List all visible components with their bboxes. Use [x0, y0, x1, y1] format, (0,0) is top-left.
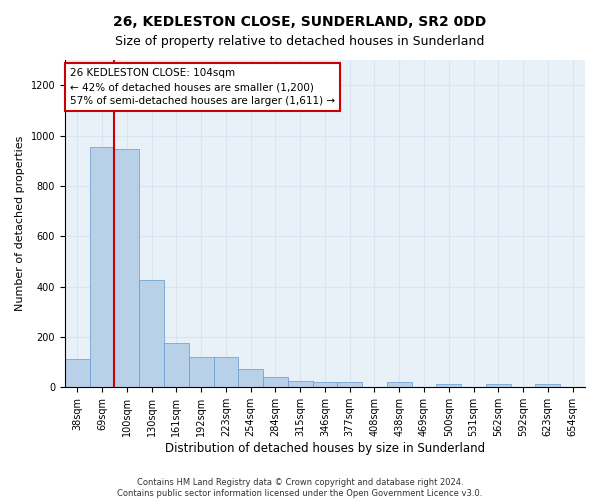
Bar [263, 378, 288, 388]
Text: 26 KEDLESTON CLOSE: 104sqm
← 42% of detached houses are smaller (1,200)
57% of s: 26 KEDLESTON CLOSE: 104sqm ← 42% of deta… [70, 68, 335, 106]
Bar [214, 357, 238, 388]
Bar [535, 384, 560, 388]
Text: Size of property relative to detached houses in Sunderland: Size of property relative to detached ho… [115, 35, 485, 48]
Y-axis label: Number of detached properties: Number of detached properties [15, 136, 25, 312]
Bar [313, 382, 337, 388]
Bar [337, 382, 362, 388]
Text: Contains HM Land Registry data © Crown copyright and database right 2024.
Contai: Contains HM Land Registry data © Crown c… [118, 478, 482, 498]
X-axis label: Distribution of detached houses by size in Sunderland: Distribution of detached houses by size … [165, 442, 485, 455]
Bar [238, 369, 263, 388]
Bar [486, 384, 511, 388]
Bar [65, 359, 89, 388]
Bar [115, 148, 139, 388]
Bar [139, 280, 164, 388]
Bar [189, 357, 214, 388]
Bar [436, 384, 461, 388]
Bar [288, 380, 313, 388]
Bar [387, 382, 412, 388]
Bar [164, 344, 189, 388]
Text: 26, KEDLESTON CLOSE, SUNDERLAND, SR2 0DD: 26, KEDLESTON CLOSE, SUNDERLAND, SR2 0DD [113, 15, 487, 29]
Bar [89, 147, 115, 388]
